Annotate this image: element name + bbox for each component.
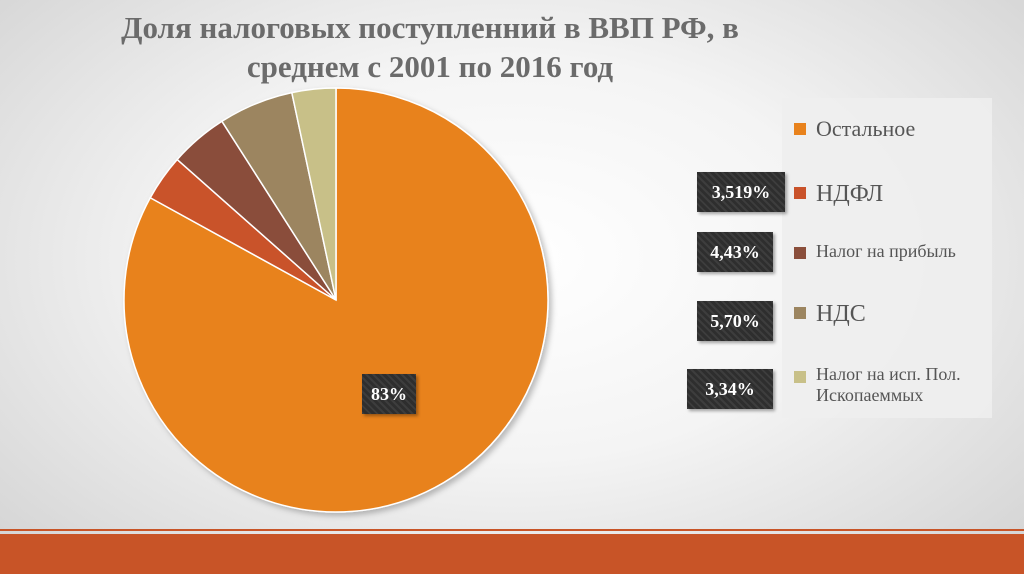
- legend-item: Остальное: [794, 116, 915, 142]
- legend-swatch: [794, 247, 806, 259]
- legend-label: НДС: [816, 301, 866, 327]
- legend-swatch: [794, 307, 806, 319]
- footer-band: [0, 534, 1024, 574]
- legend-panel: [782, 98, 992, 418]
- legend-item: Налог на исп. Пол. Ископаеммых: [794, 364, 986, 406]
- legend-label: Остальное: [816, 116, 916, 141]
- legend-item: Налог на прибыль: [794, 240, 956, 262]
- legend-label: НДФЛ: [816, 181, 884, 207]
- legend-item: НДС: [794, 300, 866, 328]
- legend-swatch: [794, 187, 806, 199]
- legend-item: НДФЛ: [794, 180, 883, 208]
- legend-swatch: [794, 371, 806, 383]
- chart-title: Доля налоговых поступленний в ВВП РФ, в …: [121, 10, 739, 84]
- pie-slice-4: [290, 87, 337, 301]
- legend-swatch: [794, 123, 806, 135]
- legend-label: Налог на прибыль: [816, 241, 956, 261]
- footer-divider: [0, 529, 1024, 531]
- pie-slice-0: [123, 87, 549, 513]
- legend-label: Налог на исп. Пол. Ископаеммых: [816, 364, 961, 405]
